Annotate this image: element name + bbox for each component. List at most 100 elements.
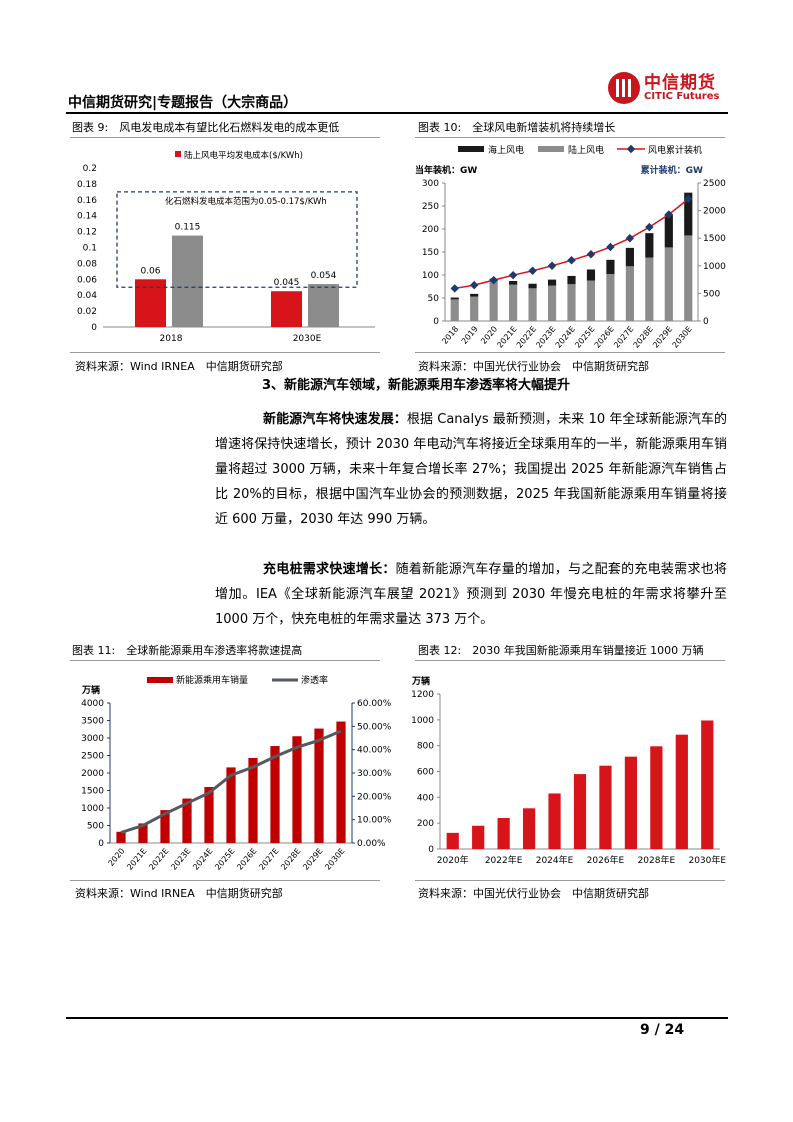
bar (650, 746, 663, 849)
y2-tick-label: 500 (703, 289, 720, 299)
y-tick-label: 4000 (81, 699, 104, 709)
paragraph-lead: 新能源汽车将快速发展： (263, 412, 407, 427)
bar (625, 266, 634, 321)
y-tick-label: 0 (428, 845, 434, 855)
y-tick-label: 1000 (81, 804, 104, 814)
y-tick-label: 250 (422, 202, 439, 212)
bar (497, 818, 510, 849)
x-tick-label: 2026年E (587, 854, 625, 866)
bar (548, 793, 561, 849)
line-marker (547, 261, 557, 271)
fig12-source: 资料来源：中国光伏行业协会 中信期货研究部 (418, 887, 649, 900)
bar (624, 756, 638, 849)
bar (599, 765, 612, 849)
y2-tick-label: 0.00% (357, 839, 386, 849)
line-marker (469, 280, 479, 290)
y-tick-label: 0 (98, 839, 104, 849)
fig10-title: 图表 10: 全球风电新增装机将持续增长 (418, 121, 616, 134)
y-tick-label: 50 (428, 294, 440, 304)
line-marker (508, 270, 518, 280)
legend-label: 风电累计装机 (648, 144, 702, 156)
bar (567, 275, 576, 285)
legend-label: 陆上风电 (568, 144, 604, 156)
y-tick-label: 1200 (411, 690, 434, 700)
page-number: 9 / 24 (640, 1022, 685, 1038)
bar (528, 283, 537, 289)
fig9-title: 图表 9: 风电发电成本有望比化石燃料发电的成本更低 (72, 121, 340, 134)
y-tick-label: 1500 (81, 787, 104, 797)
fig11-title: 图表 11: 全球新能源乘用车渗透率将款速提高 (72, 644, 303, 657)
bar (509, 284, 518, 321)
bar (472, 825, 485, 849)
y-tick-label: 200 (417, 819, 434, 829)
y-tick-label: 0 (433, 317, 439, 327)
x-tick-label: 2028年E (638, 854, 676, 866)
paragraph-text: 根据 Canalys 最新预测，未来 10 年全球新能源汽车的增速将保持快速增长… (215, 412, 727, 527)
section-heading: 3、新能源汽车领域，新能源乘用车渗透率将大幅提升 (262, 378, 571, 393)
y2-tick-label: 1500 (703, 234, 726, 244)
y-tick-label: 1000 (411, 716, 434, 726)
y-tick-label: 100 (422, 271, 439, 281)
line-marker (450, 284, 459, 293)
legend-label: 陆上风电平均发电成本($/KWh) (184, 150, 303, 161)
x-tick-label: 2022年E (485, 854, 523, 866)
bar (489, 280, 498, 321)
data-label: 0.115 (175, 223, 201, 233)
header-rule (66, 112, 728, 114)
bar (450, 297, 459, 300)
bar (547, 285, 557, 321)
bar (182, 798, 192, 843)
bar (470, 293, 479, 297)
bar (308, 284, 339, 327)
bar (292, 736, 302, 843)
y-axis-label: 当年装机：GW (415, 164, 477, 176)
bar (684, 192, 693, 236)
logo-cn: 中信期货 (644, 72, 716, 93)
legend-swatch (147, 677, 173, 683)
y-tick-label: 0.2 (83, 164, 97, 174)
bar (172, 235, 203, 327)
data-label: 0.054 (311, 271, 337, 281)
bar (567, 284, 576, 321)
y-tick-label: 2500 (81, 752, 104, 762)
footer-rule (66, 1017, 728, 1019)
bar (645, 257, 654, 321)
fossil-cost-range-box (116, 191, 358, 288)
bar (271, 291, 302, 327)
y-tick-label: 3500 (81, 717, 104, 727)
legend-label: 新能源乘用车销量 (176, 674, 248, 686)
line-marker (567, 256, 576, 265)
bar (450, 299, 459, 321)
citic-logo: 中信期货 CITIC Futures (608, 72, 719, 104)
y-axis-label: 万辆 (81, 684, 100, 696)
y-axis-label: 万辆 (411, 675, 430, 687)
bar (645, 233, 654, 258)
fig12-title: 图表 12: 2030 年我国新能源乘用车销量接近 1000 万辆 (418, 644, 704, 657)
y-tick-label: 0.18 (77, 180, 97, 190)
y-tick-label: 0.04 (77, 291, 97, 301)
bar (470, 296, 479, 321)
bar (586, 269, 596, 281)
paragraph-ev-growth: 新能源汽车将快速发展：根据 Canalys 最新预测，未来 10 年全球新能源汽… (215, 407, 727, 532)
y-tick-label: 0.14 (77, 212, 97, 222)
annotation-text: 化石燃料发电成本范围为0.05-0.17$/KWh (165, 196, 327, 207)
bar (664, 247, 673, 321)
fig11-source: 资料来源：Wind IRNEA 中信期货研究部 (75, 887, 283, 900)
bar (625, 247, 634, 267)
report-header-title: 中信期货研究|专题报告（大宗商品） (68, 95, 298, 111)
citic-logo-icon (608, 72, 640, 104)
y-tick-label: 0.02 (77, 307, 97, 317)
legend-swatch (175, 151, 181, 157)
bar (606, 274, 615, 321)
y2-tick-label: 30.00% (357, 769, 392, 779)
y-tick-label: 400 (417, 793, 434, 803)
y-tick-label: 200 (422, 225, 439, 235)
bar (226, 767, 236, 843)
y-tick-label: 600 (417, 768, 434, 778)
paragraph-text: 随着新能源汽车存量的增加，与之配套的充电装需求也将增加。IEA《全球新能源汽车展… (215, 562, 727, 627)
y-tick-label: 3000 (81, 734, 104, 744)
paragraph-charging: 充电桩需求快速增长：随着新能源汽车存量的增加，与之配套的充电装需求也将增加。IE… (215, 557, 727, 632)
legend-label: 渗透率 (301, 674, 328, 686)
